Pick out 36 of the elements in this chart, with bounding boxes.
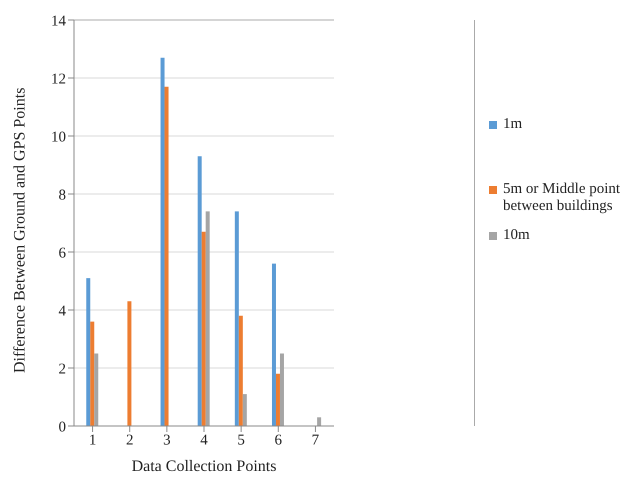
y-tick-label: 0 xyxy=(58,419,66,436)
y-tick-label: 4 xyxy=(58,303,66,320)
y-tick-label: 8 xyxy=(58,187,66,204)
x-tick-label: 6 xyxy=(274,432,283,449)
bar xyxy=(86,278,90,426)
y-tick-label: 14 xyxy=(51,13,66,30)
bar xyxy=(272,264,276,426)
x-tick-label: 4 xyxy=(200,432,208,449)
x-tick-label: 1 xyxy=(88,432,96,449)
bar xyxy=(276,374,280,426)
bar xyxy=(242,394,247,426)
bar xyxy=(280,354,284,426)
bar xyxy=(127,301,132,426)
x-tick-label: 7 xyxy=(312,432,320,449)
bar xyxy=(164,86,169,426)
bar xyxy=(206,211,210,426)
legend-label: 1m xyxy=(503,116,522,133)
bar xyxy=(234,211,239,426)
bar xyxy=(238,316,243,426)
bar xyxy=(160,58,165,426)
y-axis-title: Difference Between Ground and GPS Points xyxy=(12,88,29,373)
x-tick-label: 5 xyxy=(237,432,245,449)
x-axis-title: Data Collection Points xyxy=(132,458,276,475)
bar xyxy=(198,156,202,426)
x-tick-label: 2 xyxy=(126,432,134,449)
y-tick-label: 2 xyxy=(58,361,66,378)
y-tick-label: 12 xyxy=(51,71,66,88)
y-tick-label: 10 xyxy=(51,129,66,146)
bar xyxy=(317,417,322,426)
bar xyxy=(202,232,206,426)
bar xyxy=(90,322,94,426)
legend-label: 10m xyxy=(503,227,530,244)
bar xyxy=(94,354,98,426)
x-tick-label: 3 xyxy=(163,432,171,449)
legend-label: 5m or Middle point between buildings xyxy=(503,181,622,215)
y-tick-label: 6 xyxy=(58,245,66,262)
